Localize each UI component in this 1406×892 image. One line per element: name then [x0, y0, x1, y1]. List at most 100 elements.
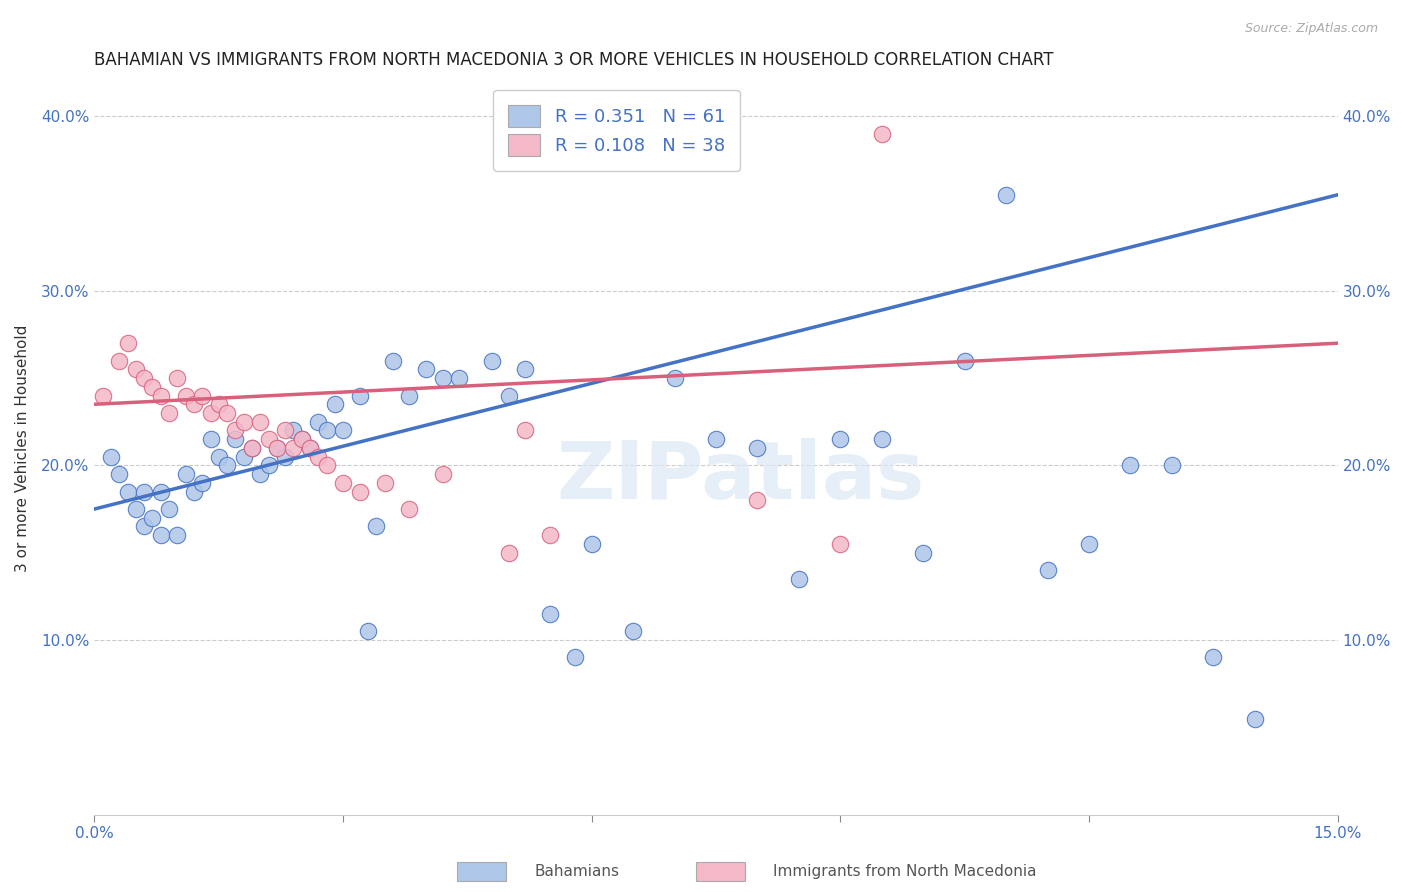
Point	[515, 424, 537, 438]
Point	[366, 519, 388, 533]
Point	[283, 441, 305, 455]
Point	[664, 371, 686, 385]
Text: Source: ZipAtlas.com: Source: ZipAtlas.com	[1244, 22, 1378, 36]
Point	[217, 458, 239, 473]
Point	[134, 519, 156, 533]
Point	[232, 415, 254, 429]
Point	[266, 441, 288, 455]
Point	[1160, 458, 1182, 473]
Point	[100, 450, 122, 464]
Point	[224, 424, 246, 438]
Point	[117, 484, 139, 499]
Point	[249, 415, 271, 429]
Point	[117, 336, 139, 351]
Point	[125, 362, 148, 376]
Point	[257, 458, 280, 473]
Point	[166, 371, 188, 385]
Point	[349, 484, 371, 499]
Point	[125, 502, 148, 516]
Point	[830, 432, 852, 446]
Point	[357, 624, 380, 639]
Point	[208, 450, 231, 464]
Point	[498, 546, 520, 560]
Point	[374, 475, 396, 490]
Point	[141, 510, 163, 524]
Point	[538, 607, 561, 621]
Point	[232, 450, 254, 464]
Point	[134, 371, 156, 385]
Point	[1078, 537, 1101, 551]
Point	[398, 388, 420, 402]
Point	[315, 424, 337, 438]
Point	[307, 415, 329, 429]
Point	[515, 362, 537, 376]
Point	[191, 475, 214, 490]
Point	[298, 441, 321, 455]
Point	[621, 624, 644, 639]
Point	[191, 388, 214, 402]
Point	[166, 528, 188, 542]
Point	[323, 397, 346, 411]
Point	[249, 467, 271, 482]
Point	[208, 397, 231, 411]
Point	[91, 388, 114, 402]
Point	[830, 537, 852, 551]
Point	[349, 388, 371, 402]
Point	[183, 484, 205, 499]
Point	[157, 502, 180, 516]
Point	[149, 388, 172, 402]
Legend: R = 0.351   N = 61, R = 0.108   N = 38: R = 0.351 N = 61, R = 0.108 N = 38	[494, 90, 740, 170]
Point	[298, 441, 321, 455]
Point	[1119, 458, 1142, 473]
Point	[291, 432, 314, 446]
Point	[870, 432, 893, 446]
Point	[174, 467, 197, 482]
Point	[240, 441, 263, 455]
Point	[266, 441, 288, 455]
Point	[183, 397, 205, 411]
Point	[995, 187, 1018, 202]
Point	[398, 502, 420, 516]
Point	[870, 127, 893, 141]
Point	[564, 650, 586, 665]
Point	[415, 362, 437, 376]
Point	[787, 572, 810, 586]
Point	[274, 424, 297, 438]
Point	[381, 353, 404, 368]
Point	[332, 424, 354, 438]
Point	[257, 432, 280, 446]
Point	[498, 388, 520, 402]
Point	[224, 432, 246, 446]
Point	[481, 353, 503, 368]
Point	[1202, 650, 1225, 665]
Point	[274, 450, 297, 464]
Point	[307, 450, 329, 464]
Point	[291, 432, 314, 446]
Point	[538, 528, 561, 542]
Text: Immigrants from North Macedonia: Immigrants from North Macedonia	[773, 863, 1036, 879]
Point	[157, 406, 180, 420]
Point	[912, 546, 935, 560]
Point	[108, 353, 131, 368]
Point	[747, 493, 769, 508]
Point	[704, 432, 727, 446]
Text: Bahamians: Bahamians	[534, 863, 619, 879]
Point	[332, 475, 354, 490]
Point	[174, 388, 197, 402]
Point	[953, 353, 976, 368]
Point	[217, 406, 239, 420]
Point	[432, 371, 454, 385]
Point	[581, 537, 603, 551]
Point	[449, 371, 471, 385]
Y-axis label: 3 or more Vehicles in Household: 3 or more Vehicles in Household	[15, 325, 30, 572]
Point	[134, 484, 156, 499]
Point	[1243, 711, 1265, 725]
Point	[432, 467, 454, 482]
Point	[149, 528, 172, 542]
Point	[240, 441, 263, 455]
Point	[108, 467, 131, 482]
Text: BAHAMIAN VS IMMIGRANTS FROM NORTH MACEDONIA 3 OR MORE VEHICLES IN HOUSEHOLD CORR: BAHAMIAN VS IMMIGRANTS FROM NORTH MACEDO…	[94, 51, 1055, 69]
Text: ZIPatlas: ZIPatlas	[557, 438, 925, 516]
Point	[315, 458, 337, 473]
Point	[1036, 563, 1059, 577]
